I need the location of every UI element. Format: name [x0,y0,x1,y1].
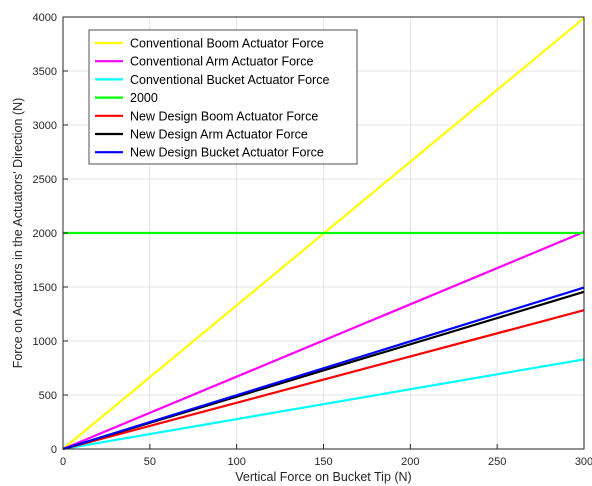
series-line-5 [62,309,585,451]
legend-entry: New Design Boom Actuator Force [130,109,318,123]
x-tick-label: 250 [488,456,506,468]
x-tick-label: 50 [144,456,156,468]
y-tick-label: 500 [39,390,57,402]
legend-entry: Conventional Boom Actuator Force [130,37,324,51]
x-tick-label: 150 [314,456,332,468]
legend-entry: 2000 [130,91,158,105]
series-line-2 [62,230,585,451]
y-tick-label: 2000 [33,228,57,240]
legend-entry: New Design Arm Actuator Force [130,128,308,142]
y-tick-label: 1000 [33,336,57,348]
legend-entry: New Design Bucket Actuator Force [130,146,324,160]
y-axis-label: Force on Actuators in the Actuators' Dir… [11,98,25,369]
y-tick-label: 0 [51,444,57,456]
x-tick-label: 0 [60,456,66,468]
x-tick-label: 300 [575,456,592,468]
series-line-3 [62,358,585,451]
legend-entry: Conventional Arm Actuator Force [130,55,313,69]
y-tick-label: 4000 [33,12,57,24]
series-line-7 [62,286,585,451]
ticks: 0 50 100 150 200 250 3000500100015002000250030… [33,12,592,468]
y-tick-label: 1500 [33,282,57,294]
x-tick-label: 100 [227,456,245,468]
x-axis-label: Vertical Force on Bucket Tip (N) [235,470,411,484]
y-tick-label: 3500 [33,66,57,78]
series-lines [62,17,585,451]
y-tick-label: 2500 [33,174,57,186]
y-tick-label: 3000 [33,120,57,132]
legend: Conventional Boom Actuator Force Conventi… [88,29,358,165]
legend-entry: Conventional Bucket Actuator Force [130,73,329,87]
x-tick-label: 200 [401,456,419,468]
legend-box [88,29,358,165]
